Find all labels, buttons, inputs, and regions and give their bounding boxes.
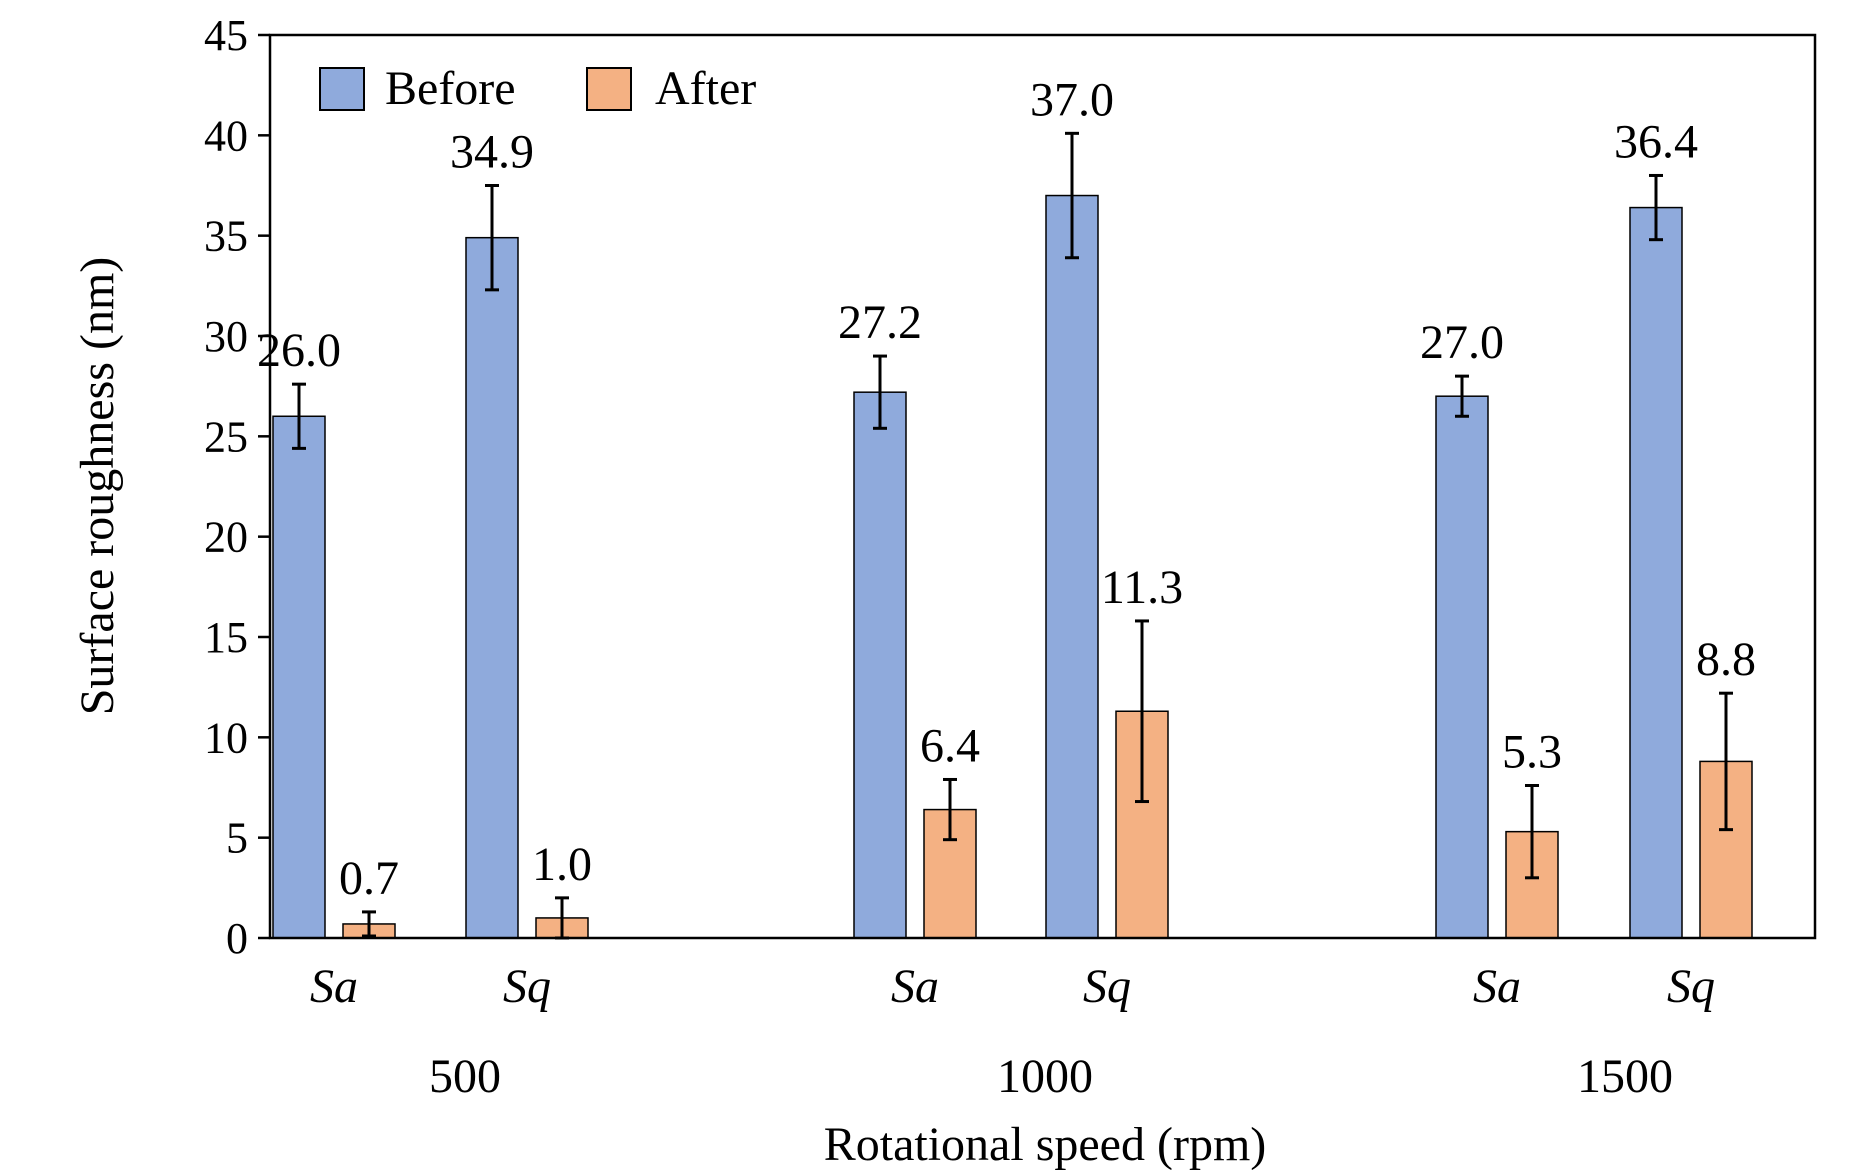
y-tick-label: 45	[204, 11, 248, 60]
x-metric-label: Sq	[1083, 960, 1131, 1013]
y-tick-label: 15	[204, 613, 248, 662]
x-metric-label: Sa	[310, 960, 358, 1013]
plot-frame	[268, 33, 1817, 940]
error-bars-layer	[292, 131, 1733, 940]
x-group-label: 500	[429, 1050, 501, 1103]
y-tick-label: 5	[226, 814, 248, 863]
y-tick-label: 40	[204, 111, 248, 160]
bars-layer	[272, 194, 1753, 939]
y-tick-label: 30	[204, 312, 248, 361]
after-data-label: 5.3	[1502, 725, 1562, 778]
before-bar	[853, 391, 907, 939]
y-tick-label: 10	[204, 713, 248, 762]
x-group-label: 1000	[997, 1050, 1093, 1103]
before-bar	[1045, 194, 1099, 939]
after-data-label: 0.7	[339, 852, 399, 905]
after-data-label: 6.4	[920, 719, 980, 772]
after-data-label: 1.0	[532, 838, 592, 891]
before-data-label: 27.2	[838, 296, 922, 349]
y-axis: 0 5 10 15 20 25 30 35 40 45	[204, 11, 270, 963]
legend-after-swatch	[586, 67, 632, 111]
y-tick-label: 25	[204, 412, 248, 461]
before-bar	[272, 415, 326, 939]
before-bar	[1435, 395, 1489, 939]
x-metric-label: Sa	[1473, 960, 1521, 1013]
before-data-label: 27.0	[1420, 316, 1504, 369]
x-metric-label: Sa	[891, 960, 939, 1013]
before-data-label: 34.9	[450, 126, 534, 179]
legend: Before After	[319, 62, 756, 115]
y-tick-label: 35	[204, 212, 248, 261]
before-bar	[1629, 206, 1683, 939]
legend-after-label: After	[655, 62, 756, 115]
x-metric-label: Sq	[1667, 960, 1715, 1013]
y-tick-label: 20	[204, 513, 248, 562]
x-group-label: 1500	[1577, 1050, 1673, 1103]
x-metric-label: Sq	[503, 960, 551, 1013]
before-bar	[465, 236, 519, 939]
after-data-label: 8.8	[1696, 633, 1756, 686]
before-data-label: 37.0	[1030, 73, 1114, 126]
y-axis-title: Surface roughness (nm)	[71, 257, 124, 716]
y-tick-label: 0	[226, 914, 248, 963]
legend-before-label: Before	[385, 62, 516, 115]
legend-before-swatch	[319, 67, 365, 111]
x-axis-title: Rotational speed (rpm)	[824, 1118, 1267, 1170]
after-data-label: 11.3	[1101, 561, 1183, 614]
before-data-label: 36.4	[1614, 115, 1698, 168]
